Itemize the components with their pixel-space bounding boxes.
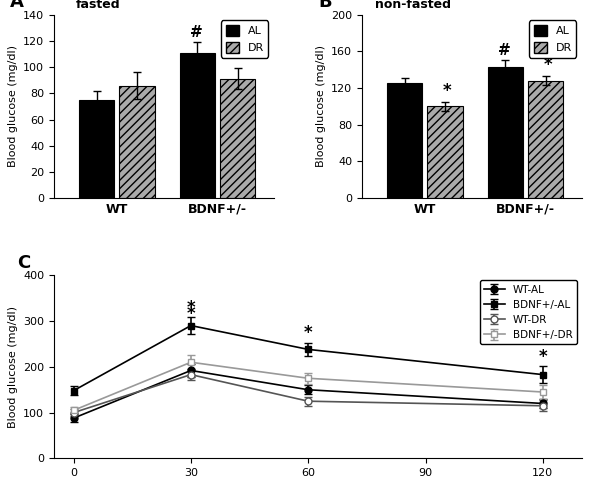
- Bar: [119, 85, 155, 198]
- Text: *: *: [304, 323, 313, 342]
- Text: non-fasted: non-fasted: [375, 0, 451, 11]
- Text: *: *: [539, 348, 547, 366]
- Y-axis label: Blood glucose (mg/dl): Blood glucose (mg/dl): [316, 45, 326, 168]
- Y-axis label: Blood glucose (mg/dl): Blood glucose (mg/dl): [8, 306, 17, 428]
- Text: fasted: fasted: [76, 0, 121, 11]
- Text: C: C: [17, 254, 30, 272]
- Bar: [387, 83, 422, 198]
- Bar: [427, 106, 463, 198]
- Text: *: *: [236, 48, 244, 66]
- Text: #: #: [497, 43, 511, 58]
- Text: B: B: [318, 0, 332, 11]
- Bar: [220, 79, 255, 198]
- Bar: [528, 81, 563, 198]
- Legend: WT-AL, BDNF+/-AL, WT-DR, BDNF+/-DR: WT-AL, BDNF+/-AL, WT-DR, BDNF+/-DR: [479, 281, 577, 344]
- Text: #: #: [190, 25, 202, 39]
- Y-axis label: Blood glucose (mg/dl): Blood glucose (mg/dl): [8, 45, 17, 168]
- Text: *: *: [443, 82, 452, 100]
- Text: *: *: [187, 299, 195, 317]
- Legend: AL, DR: AL, DR: [529, 20, 577, 58]
- Bar: [488, 67, 523, 198]
- Text: *: *: [544, 56, 553, 74]
- Text: *: *: [187, 305, 195, 323]
- Text: A: A: [10, 0, 24, 11]
- Legend: AL, DR: AL, DR: [221, 20, 268, 58]
- Bar: [180, 53, 215, 198]
- Bar: [79, 100, 115, 198]
